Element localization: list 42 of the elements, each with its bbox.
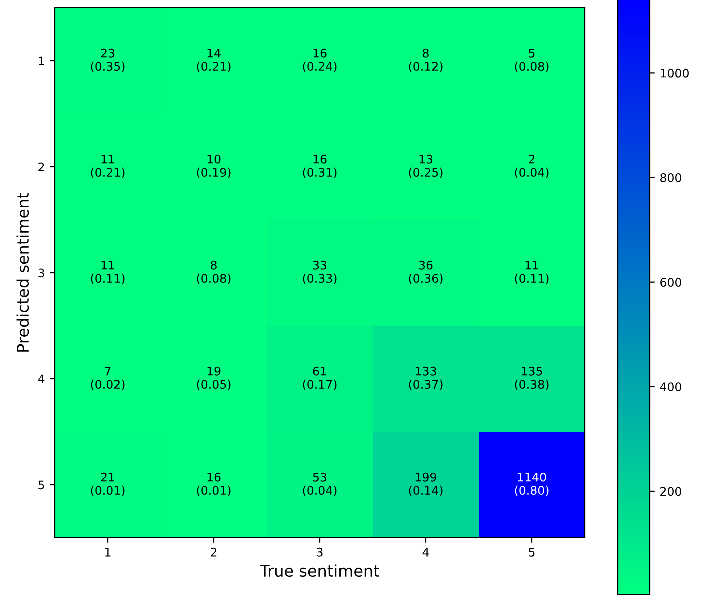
- data-label: 19 (0.05): [197, 366, 231, 390]
- data-label: 53 (0.04): [303, 472, 337, 496]
- data-label: 2 (0.04): [515, 154, 549, 178]
- data-label: 5 (0.08): [515, 49, 549, 72]
- color-bar-label: 600: [660, 278, 682, 287]
- data-label: 13 (0.25): [409, 154, 443, 178]
- data-label: 16 (0.01): [197, 472, 231, 496]
- color-bar-label: 200: [660, 487, 682, 496]
- data-label: 7 (0.02): [91, 367, 125, 390]
- y-tick-label: 5: [38, 480, 44, 490]
- x-tick-label: 5: [529, 548, 535, 557]
- data-label: 8 (0.12): [409, 48, 443, 72]
- data-label: 10 (0.19): [197, 154, 231, 178]
- color-bar-label: 400: [660, 382, 682, 392]
- data-label: 8 (0.08): [197, 260, 231, 284]
- data-label: 21 (0.01): [91, 472, 125, 496]
- data-label: 36 (0.36): [409, 260, 443, 284]
- data-label: 61 (0.17): [303, 366, 337, 390]
- data-label: 11 (0.11): [91, 261, 125, 284]
- data-label: 1140 (0.80): [515, 472, 549, 496]
- x-tick-label: 2: [211, 548, 217, 557]
- y-axis-title: Predicted sentiment: [16, 192, 30, 352]
- data-label: 14 (0.21): [197, 49, 231, 72]
- color-bar-label: 1000: [661, 68, 689, 78]
- color-bar-label: 800: [660, 173, 682, 182]
- x-tick-label: 4: [422, 548, 430, 557]
- data-label: 133 (0.37): [409, 366, 443, 390]
- data-label: 11 (0.21): [91, 155, 125, 178]
- data-label: 135 (0.38): [515, 366, 549, 390]
- y-tick-label: 2: [38, 162, 44, 172]
- x-axis-title: True sentiment: [260, 564, 380, 578]
- y-tick-label: 4: [38, 374, 45, 384]
- data-label: 11 (0.11): [515, 261, 549, 284]
- data-label: 23 (0.35): [91, 48, 125, 72]
- y-tick-label: 3: [38, 268, 44, 278]
- y-tick-label: 1: [39, 56, 44, 66]
- data-label: 16 (0.31): [303, 154, 337, 178]
- x-tick-label: 3: [317, 548, 323, 557]
- data-label: 16 (0.24): [303, 48, 337, 72]
- x-tick-label: 1: [106, 548, 111, 557]
- data-label: 199 (0.14): [409, 472, 443, 496]
- data-label: 33 (0.33): [303, 260, 337, 284]
